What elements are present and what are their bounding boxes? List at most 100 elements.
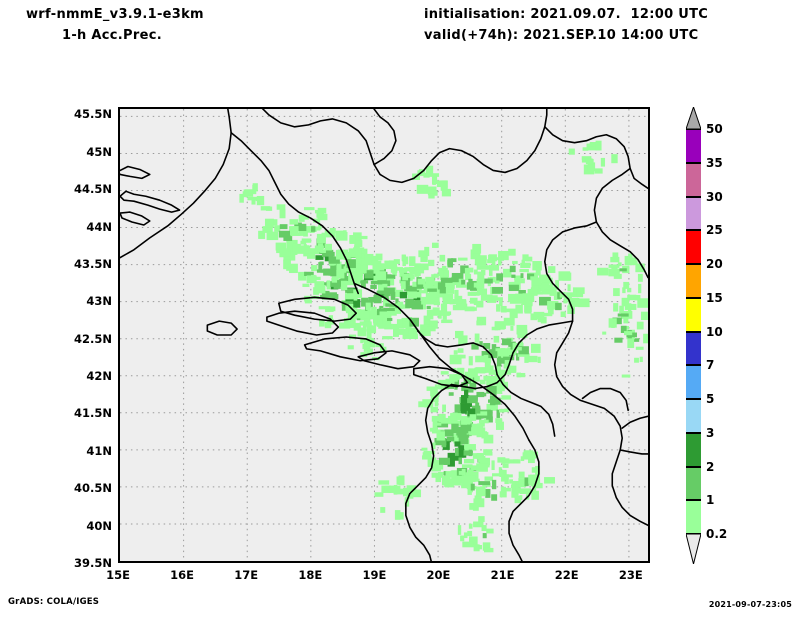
precip-cell xyxy=(514,275,522,280)
precip-cell xyxy=(486,377,498,386)
colorbar-tick-label: 0.2 xyxy=(706,527,728,541)
precip-cell xyxy=(379,311,391,317)
precip-cell xyxy=(457,447,463,455)
precip-cell xyxy=(442,295,451,305)
precip-cell xyxy=(567,284,571,292)
precip-cell xyxy=(303,231,308,237)
precip-cell xyxy=(488,351,498,359)
precip-cell xyxy=(300,240,307,245)
precip-cell xyxy=(482,533,487,539)
precip-cell xyxy=(471,343,479,350)
precip-cell xyxy=(330,294,339,300)
precip-cell xyxy=(495,348,508,356)
precip-cell xyxy=(541,284,553,295)
precip-cell xyxy=(330,270,339,277)
precip-cell xyxy=(419,329,431,337)
precip-cell xyxy=(441,265,447,271)
precip-cell xyxy=(345,288,354,293)
precip-cell xyxy=(398,268,408,273)
precip-cell xyxy=(411,270,418,274)
precip-cell xyxy=(597,267,609,276)
precip-cell xyxy=(455,475,467,483)
precip-cell xyxy=(517,353,530,357)
precip-cell xyxy=(496,365,501,372)
precip-cell xyxy=(416,281,426,289)
precip-cell xyxy=(411,489,422,498)
precip-cell xyxy=(401,254,406,261)
precip-cell xyxy=(482,542,491,551)
precip-cell xyxy=(476,278,485,289)
precip-cell xyxy=(458,471,463,475)
precip-cell xyxy=(461,279,466,285)
precip-cell xyxy=(384,323,393,330)
precip-cell xyxy=(448,392,454,396)
precip-cell xyxy=(500,486,506,495)
precip-cell xyxy=(516,324,528,335)
precip-cell xyxy=(440,277,453,283)
precipitation-colorbar: 0.2 1 2 3 5 7 10 15 20 25 30 35 50 xyxy=(686,107,727,564)
precip-cell xyxy=(445,378,455,389)
latitude-tick-label: 40N xyxy=(86,518,112,533)
precip-cell xyxy=(441,319,453,324)
precip-cell xyxy=(586,146,595,150)
precip-cell xyxy=(431,242,439,248)
precip-cell xyxy=(441,476,451,486)
precip-cell xyxy=(520,262,531,269)
precip-cell xyxy=(547,300,559,310)
precip-cell xyxy=(460,265,469,274)
precip-cell xyxy=(306,249,316,259)
precip-cell xyxy=(360,352,368,358)
precip-cell xyxy=(244,189,254,197)
precip-cell xyxy=(470,465,477,471)
precip-cell xyxy=(468,278,473,283)
precip-cell xyxy=(317,207,327,214)
precip-cell xyxy=(435,477,442,483)
precip-cell xyxy=(474,375,480,382)
precip-cell xyxy=(478,516,485,523)
precip-cell xyxy=(409,256,416,267)
precip-cell xyxy=(635,263,645,273)
precip-cell xyxy=(613,288,620,297)
precip-cell xyxy=(539,296,551,306)
precip-cell xyxy=(447,458,455,467)
latitude-tick-label: 45.5N xyxy=(74,107,112,122)
precip-cell xyxy=(247,196,260,201)
longitude-tick-label: 20E xyxy=(426,568,451,582)
precip-cell xyxy=(315,255,324,260)
precip-cell xyxy=(528,475,541,486)
precip-cell xyxy=(491,479,497,490)
precip-cell xyxy=(442,312,447,320)
precip-cell xyxy=(351,293,358,299)
precip-cell xyxy=(328,256,340,264)
colorbar-tick-label: 1 xyxy=(706,493,715,508)
precip-cell xyxy=(377,316,383,324)
precip-cell xyxy=(478,481,491,486)
precip-cell xyxy=(464,371,473,382)
precip-cell xyxy=(378,322,387,329)
gridlines xyxy=(120,109,648,561)
precip-cell xyxy=(511,488,519,498)
precip-cell xyxy=(510,325,514,331)
precip-cell xyxy=(512,347,522,351)
precip-cell xyxy=(426,326,436,332)
precip-cell xyxy=(474,367,486,374)
colorbar-band xyxy=(686,162,701,197)
precip-cell xyxy=(346,259,356,269)
precip-cell xyxy=(440,371,449,375)
precip-cell xyxy=(315,284,326,294)
precip-cell xyxy=(390,291,396,300)
colorbar-band xyxy=(686,196,701,231)
precip-cell xyxy=(500,305,507,313)
latitude-tick-label: 43.5N xyxy=(74,256,112,271)
precip-cell xyxy=(354,240,363,247)
precip-cell xyxy=(336,261,342,271)
precip-cell xyxy=(611,267,618,276)
precip-cell xyxy=(488,369,501,375)
precip-cell xyxy=(508,248,516,256)
precip-cell xyxy=(404,285,413,292)
precip-cell xyxy=(617,313,629,317)
precip-cell xyxy=(463,458,475,464)
precip-cell xyxy=(482,410,493,418)
precip-cell xyxy=(375,263,385,271)
precip-cell xyxy=(454,453,467,458)
